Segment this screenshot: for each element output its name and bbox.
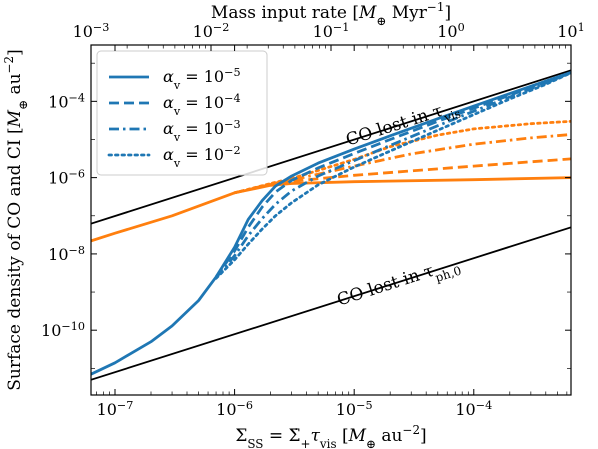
y-tick-label: 10−6 <box>48 167 85 188</box>
x-tick-label: 10−7 <box>97 399 134 420</box>
axes: 10−7 10−6 10−5 10−4 10−3 10−2 10−1 100 101 10−10 1… <box>2 0 585 449</box>
series-line-blue-dotted <box>214 71 571 280</box>
series-line-orange-dashdot <box>234 133 571 195</box>
annotation-co-lost-ph: CO lost in τph,0 <box>335 253 463 315</box>
top-x-tick-label: 10−3 <box>73 21 110 42</box>
x-tick-label: 10−5 <box>336 399 373 420</box>
annotation-co-lost-vis: CO lost in τvis <box>344 96 463 155</box>
top-x-axis-title: Mass input rate [M⊕ Myr−1] <box>211 0 451 28</box>
reference-line <box>91 226 571 381</box>
x-tick-label: 10−6 <box>216 399 253 420</box>
legend-label: αv = 10−2 <box>163 144 241 170</box>
y-tick-label: 10−8 <box>48 243 85 264</box>
reference-lines <box>91 69 571 381</box>
series-line-orange-dotted <box>233 119 571 195</box>
series-lines <box>91 71 571 376</box>
series-line-orange-solid <box>91 176 571 243</box>
top-x-tick-label: 100 <box>437 21 464 42</box>
series-line-blue-solid <box>91 71 571 376</box>
annotations: CO lost in τvis CO lost in τph,0 <box>335 96 463 315</box>
legend-label: αv = 10−3 <box>163 118 241 144</box>
y-tick-label: 10−4 <box>48 91 85 112</box>
legend: αv = 10−5αv = 10−4αv = 10−3αv = 10−2 <box>96 50 268 176</box>
top-x-tick-label: 10−1 <box>313 21 350 42</box>
legend-label: αv = 10−5 <box>163 66 241 92</box>
legend-box <box>96 50 268 176</box>
y-axis-title: Surface density of CO and CI [M⊕ au−2] <box>2 49 30 391</box>
x-tick-label: 10−4 <box>455 399 492 420</box>
series-line-blue-dashed <box>214 71 571 278</box>
plot-frame <box>90 44 572 396</box>
top-x-tick-label: 10−2 <box>193 21 230 42</box>
legend-label: αv = 10−4 <box>163 92 241 118</box>
x-axis-title: ΣSS = Σ̇+τvis [M⊕ au−2] <box>235 423 426 449</box>
series-line-orange-dashed <box>234 157 571 195</box>
series-line-blue-dashdot <box>215 71 571 279</box>
reference-line <box>91 69 571 225</box>
y-tick-label: 10−10 <box>41 320 85 341</box>
top-x-tick-label: 101 <box>557 21 584 42</box>
